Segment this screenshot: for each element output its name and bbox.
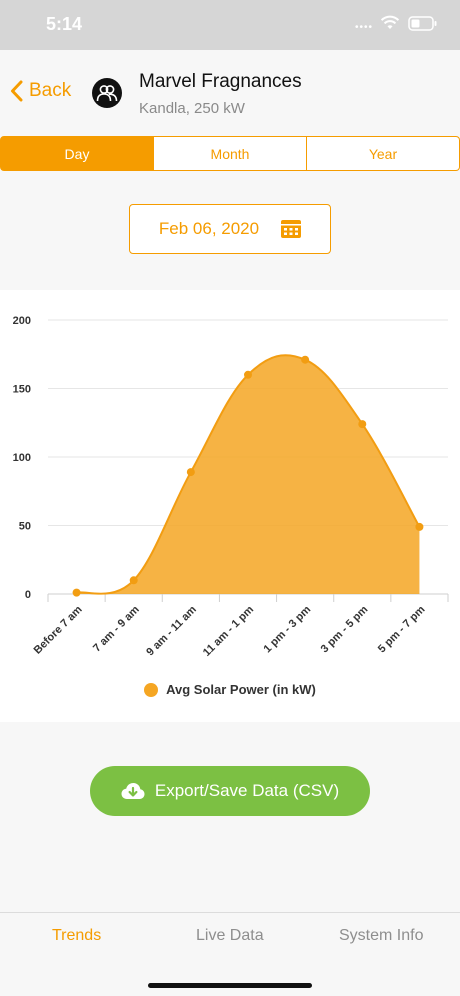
x-tick-label: Before 7 am xyxy=(32,603,85,656)
date-picker-button[interactable]: Feb 06, 2020 xyxy=(129,204,331,254)
site-name: Marvel Fragnances xyxy=(139,71,302,92)
bottom-tab-bar: Trends Live Data System Info xyxy=(0,912,460,996)
data-point xyxy=(129,576,138,585)
tab-day[interactable]: Day xyxy=(0,136,154,171)
data-point xyxy=(244,370,252,379)
chevron-left-icon xyxy=(11,80,23,102)
date-value: Feb 06, 2020 xyxy=(158,219,260,238)
y-tick-label: 100 xyxy=(13,452,31,464)
data-point xyxy=(415,522,424,531)
legend-label: Avg Solar Power (in kW) xyxy=(166,682,316,697)
status-time: 5:14 xyxy=(46,14,83,34)
x-tick-label: 7 am - 9 am xyxy=(91,603,142,654)
x-tick-label: 5 pm - 7 pm xyxy=(376,603,428,655)
tab-system-info[interactable]: System Info xyxy=(339,927,424,944)
wifi-icon xyxy=(380,15,400,29)
legend-marker xyxy=(144,682,159,697)
solar-power-chart: 0 50 100 150 200 Before 7 am 7 am - 9 am 9 am -… xyxy=(13,315,449,659)
calendar-icon xyxy=(281,220,302,238)
chart-panel: 0 50 100 150 200 Before 7 am 7 am - 9 am 9 am -… xyxy=(0,290,460,722)
export-csv-button[interactable]: Export/Save Data (CSV) xyxy=(90,766,370,816)
header: Back Marvel Fragnances Kandla, 250 kW xyxy=(0,50,460,135)
battery-icon xyxy=(408,16,437,31)
y-tick-label: 200 xyxy=(13,315,31,327)
tab-trends[interactable]: Trends xyxy=(52,927,102,944)
status-bar: 5:14 •••• xyxy=(0,0,460,50)
y-tick-label: 0 xyxy=(25,589,31,601)
y-tick-label: 50 xyxy=(19,521,31,533)
data-point xyxy=(186,468,195,477)
x-tick-label: 11 am - 1 pm xyxy=(201,603,256,658)
y-tick-label: 150 xyxy=(13,384,31,396)
x-tick-label: 9 am - 11 am xyxy=(144,603,199,658)
x-tick-label: 1 pm - 3 pm xyxy=(262,603,314,655)
chart-legend: Avg Solar Power (in kW) xyxy=(0,682,460,697)
site-subtitle: Kandla, 250 kW xyxy=(139,100,245,117)
users-icon xyxy=(92,78,122,108)
area-fill xyxy=(76,355,420,594)
data-point xyxy=(72,588,81,597)
back-label: Back xyxy=(29,80,72,101)
cloud-download-icon xyxy=(121,783,145,799)
home-indicator xyxy=(148,983,312,988)
x-tick-label: 3 pm - 5 pm xyxy=(319,603,371,655)
data-point xyxy=(301,355,310,364)
tab-month[interactable]: Month xyxy=(154,136,307,171)
back-button[interactable]: Back xyxy=(10,80,71,102)
period-segmented-control: Day Month Year xyxy=(0,136,460,171)
signal-icon: •••• xyxy=(355,22,374,33)
export-label: Export/Save Data (CSV) xyxy=(154,781,340,800)
tab-live-data[interactable]: Live Data xyxy=(196,927,264,944)
data-point xyxy=(358,420,367,429)
tab-year[interactable]: Year xyxy=(307,136,460,171)
